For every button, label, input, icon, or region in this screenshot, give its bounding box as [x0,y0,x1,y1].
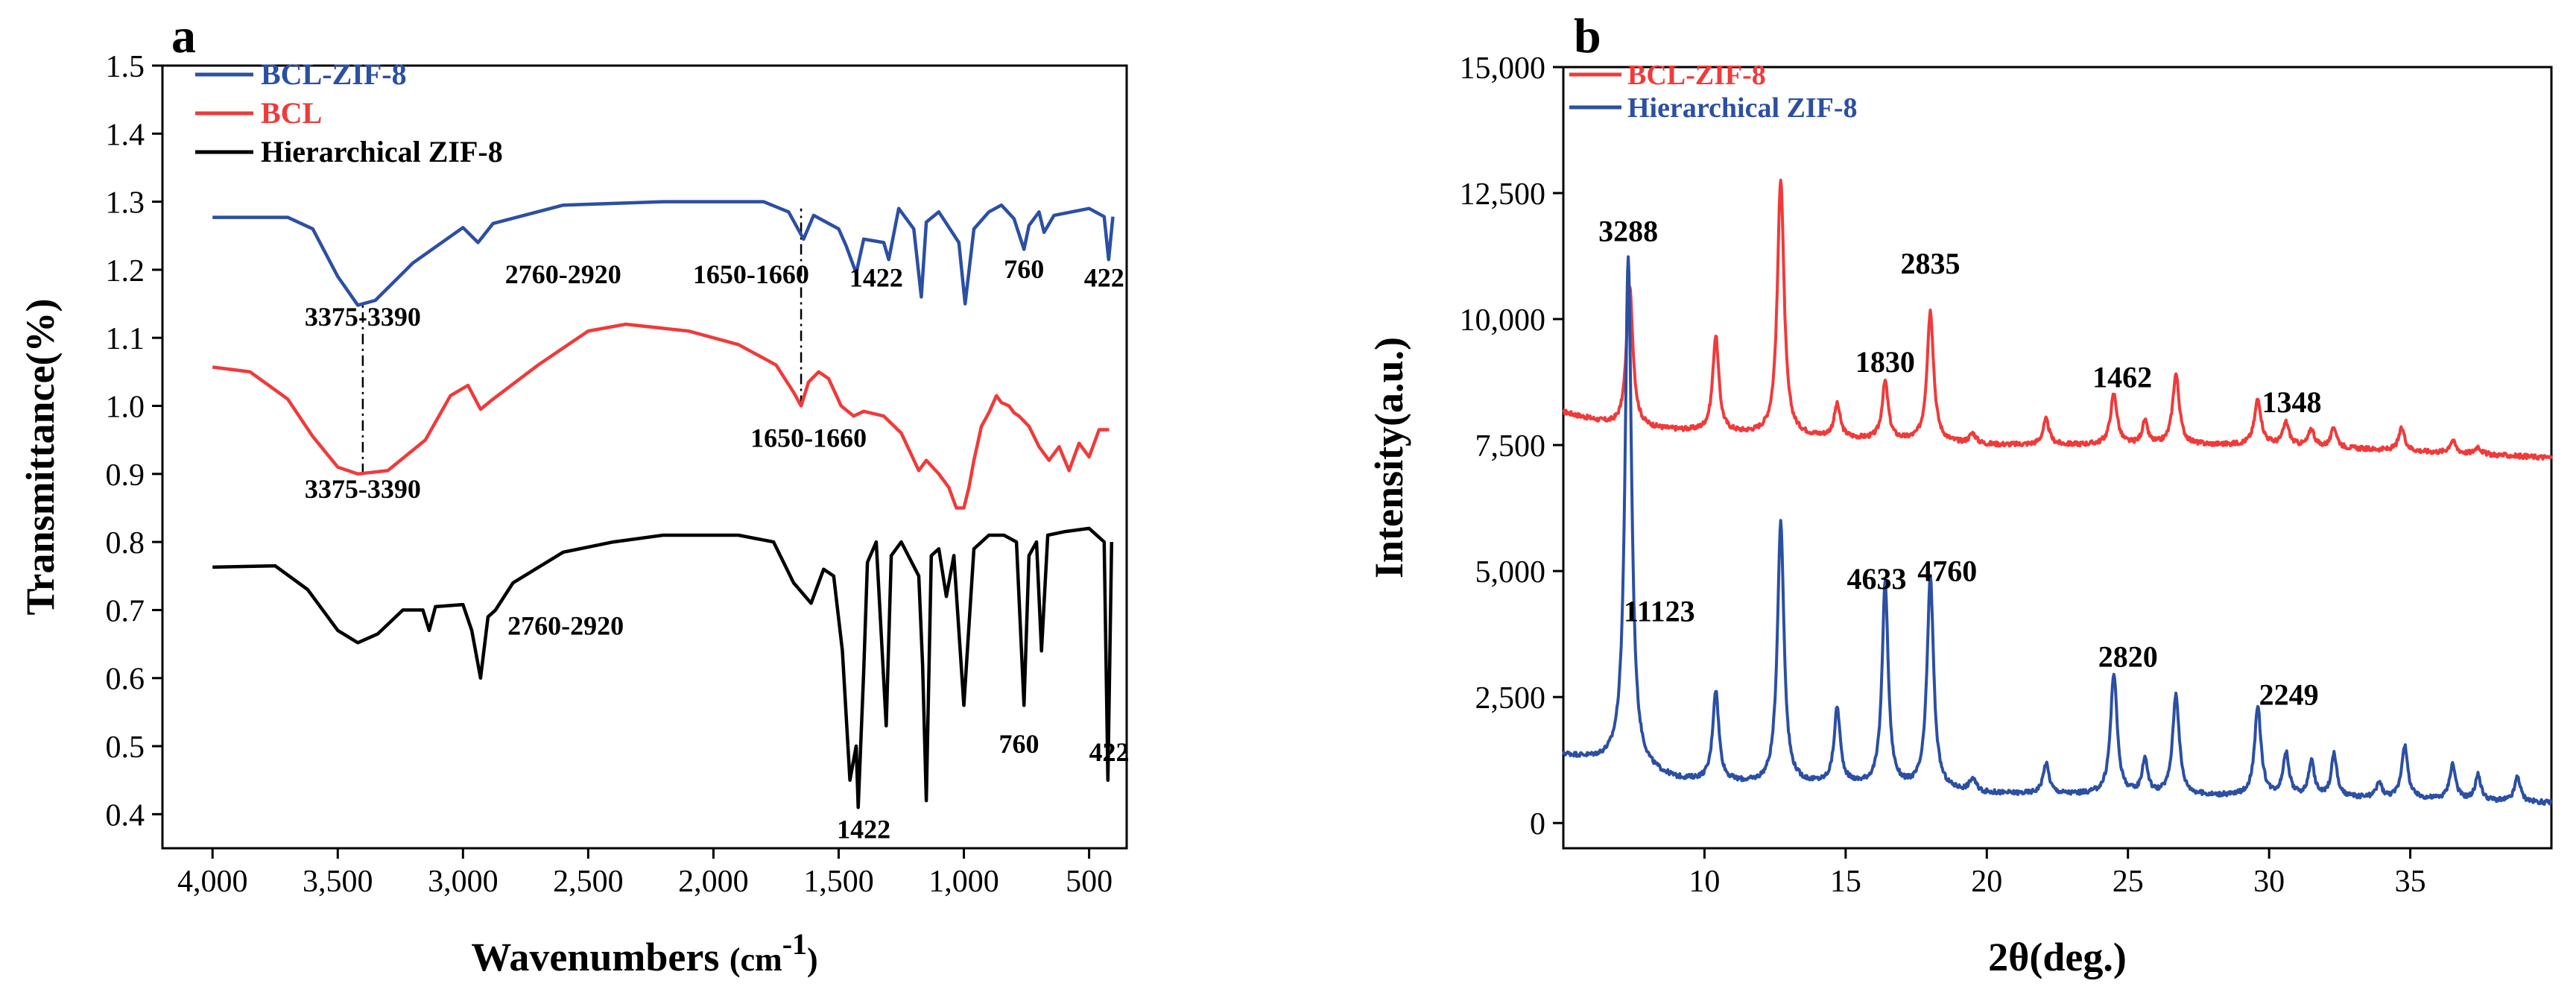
peak-annotation: 2820 [2098,640,2158,674]
xrd-chart-svg: 0 2,500 5,000 7,500 10,000 12,500 15,000 10 15 20… [1367,9,2553,979]
x-tick-label: 2,000 [678,865,749,899]
y-tick-label: 12,500 [1460,177,1546,212]
series-line [1562,255,2553,806]
panel-label: a [171,9,196,63]
x-axis-title: 2θ(deg.) [1988,935,2127,979]
legend-label: BCL [261,96,322,130]
y-tick-label: 1.4 [106,118,145,152]
x-tick-label: 2,500 [553,865,624,899]
legend-label: Hierarchical ZIF-8 [1627,92,1858,124]
y-tick-label: 10,000 [1460,303,1546,338]
x-tick-label: 20 [1971,865,2002,899]
ftir-chart-svg: 0.4 0.5 0.6 0.7 0.8 0.9 1.0 1.1 1.2 1.3 1.4 1.5 4,00… [18,9,1129,979]
x-tick-label: 35 [2395,865,2426,899]
x-tick-label: 25 [2113,865,2144,899]
y-tick-label: 1.1 [106,322,145,356]
panel-label: b [1574,9,1601,63]
series-line [212,200,1115,307]
x-axis-title: Wavenumbers (cm-1) [471,927,817,979]
peak-annotation: 2760-2920 [507,610,624,640]
series-line [1562,178,2553,461]
x-tick-label: 3,000 [428,865,499,899]
peak-annotation: 760 [999,729,1039,759]
peak-annotation: 11123 [1624,595,1695,628]
series-line [212,322,1110,510]
peak-annotation: 2835 [1901,247,1961,280]
x-tick-label: 1,000 [928,865,999,899]
y-tick-label: 0.7 [106,594,145,628]
peak-annotation: 1348 [2262,385,2321,419]
peak-annotation: 422 [1084,263,1124,293]
peak-annotation: 1830 [1855,345,1915,379]
peak-annotation: 3375-3390 [305,474,421,504]
x-tick-label: 500 [1066,865,1113,899]
xrd-chart-panel: 0 2,500 5,000 7,500 10,000 12,500 15,000 10 15 20… [1311,0,2576,1007]
peak-annotation: 1650-1660 [693,259,809,289]
peak-annotation: 4760 [1917,555,1977,588]
plot-frame [161,64,1128,850]
legend-label: BCL-ZIF-8 [1627,60,1766,91]
x-tick-label: 3,500 [303,865,373,899]
x-tick-label: 10 [1689,865,1720,899]
y-tick-label: 0.5 [106,730,145,765]
y-axis-title: Intensity(a.u.) [1367,337,1411,578]
peak-annotation: 1422 [837,814,890,844]
legend-label: BCL-ZIF-8 [261,57,407,91]
peak-annotation: 4633 [1847,562,1907,596]
peak-annotation: 422 [1089,737,1129,767]
y-tick-label: 0.4 [106,798,145,833]
peak-annotation: 2760-2920 [505,259,621,289]
y-tick-label: 2,500 [1475,681,1546,716]
y-tick-label: 15,000 [1460,51,1546,86]
y-tick-label: 0.9 [106,458,145,493]
y-tick-label: 0.8 [106,526,145,561]
x-tick-label: 1,500 [803,865,874,899]
peak-annotation: 1462 [2092,360,2152,394]
y-tick-label: 0.6 [106,663,145,697]
x-tick-label: 15 [1830,865,1861,899]
y-tick-label: 1.3 [106,186,145,221]
ftir-chart-panel: 0.4 0.5 0.6 0.7 0.8 0.9 1.0 1.1 1.2 1.3 1.4 1.5 4,00… [0,0,1162,1007]
peak-annotation: 1650-1660 [750,423,867,452]
x-tick-label: 4,000 [177,865,248,899]
y-tick-label: 1.0 [106,391,145,425]
y-tick-label: 1.5 [106,50,145,84]
peak-annotation: 2249 [2259,678,2319,711]
peak-annotation: 3288 [1598,214,1658,247]
legend-label: Hierarchical ZIF-8 [261,135,503,168]
y-tick-label: 5,000 [1475,555,1546,590]
y-tick-label: 0 [1530,807,1545,842]
y-tick-label: 1.2 [106,254,145,288]
peak-annotation: 760 [1004,254,1044,284]
peak-annotation: 3375-3390 [305,302,421,332]
y-axis-title: Transmittance(%) [18,299,63,616]
peak-annotation: 1422 [849,263,903,293]
series-line [212,526,1114,809]
x-tick-label: 30 [2253,865,2285,899]
y-tick-label: 7,500 [1475,429,1546,464]
